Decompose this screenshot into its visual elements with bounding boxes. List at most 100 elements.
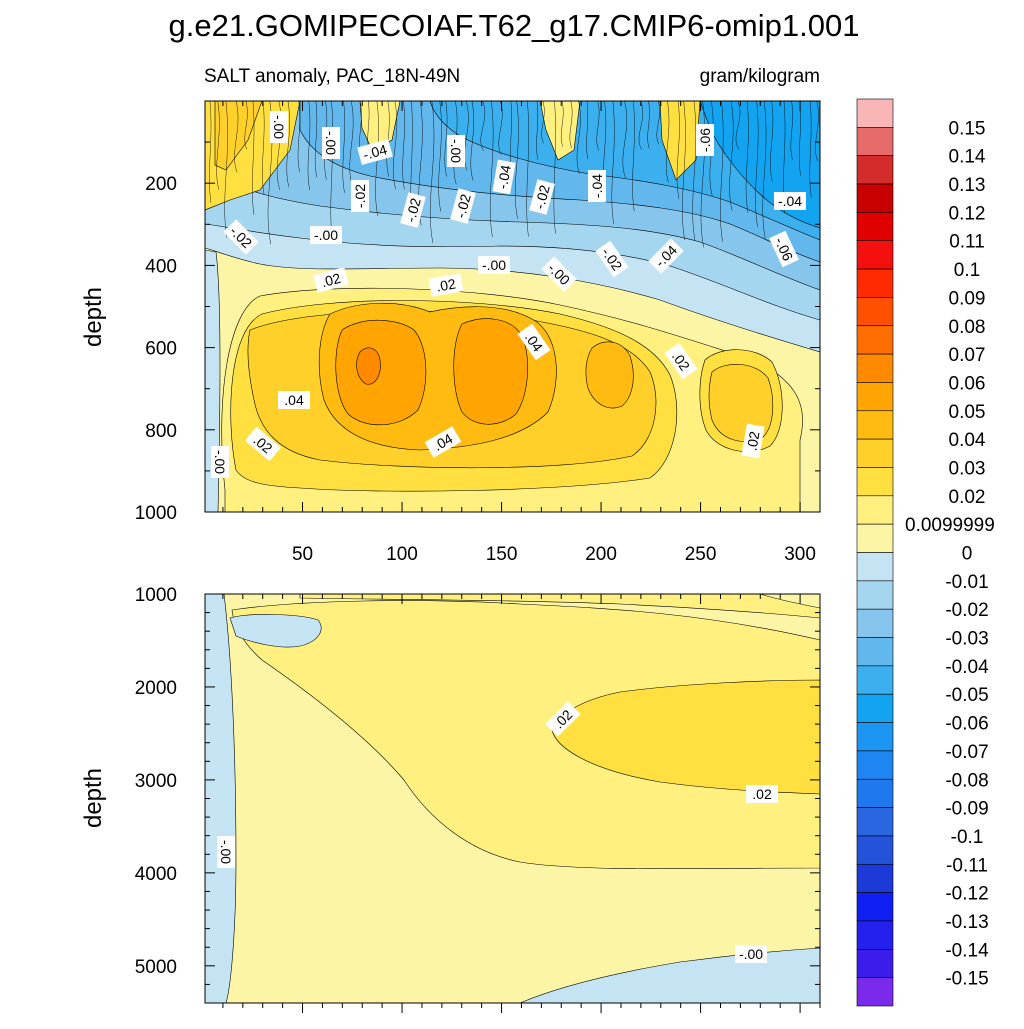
colorbar-label: 0.11 [949, 232, 985, 253]
colorbar-label: 0.14 [949, 147, 986, 168]
contour-label-text: -.02 [531, 183, 553, 211]
colorbar-swatch [856, 268, 894, 298]
surface-streak [735, 101, 741, 150]
colorbar-swatch [856, 353, 894, 383]
contour-label-bg [278, 391, 310, 409]
contour-label-text: -.02 [352, 184, 368, 208]
colorbar-label: 0.1 [954, 260, 980, 281]
surface-streak [560, 101, 564, 147]
surface-streak [692, 101, 697, 241]
colorbar-swatch [856, 608, 894, 638]
upper-contour-label: -.00 [322, 127, 340, 159]
upper-contour-label: .02 [428, 273, 464, 297]
lower-ticks: 1000 2000 3000 4000 5000 [135, 585, 821, 1013]
upper-xtick-label: 50 [292, 544, 313, 565]
chart-title: g.e21.GOMIPECOIAF.T62_g17.CMIP6-omip1.00… [169, 8, 860, 43]
colorbar-swatch [856, 722, 894, 752]
contour-label-bg [447, 135, 465, 167]
contour-label-text: -.04 [361, 141, 389, 163]
colorbar-swatch [856, 467, 894, 497]
surface-streak [586, 101, 589, 160]
colorbar-label: -0.01 [945, 572, 988, 593]
contour-label-bg [735, 945, 767, 963]
surface-streak [209, 101, 212, 203]
upper-contour-label: -.04 [588, 170, 606, 202]
contour-label-text: -.00 [314, 227, 338, 243]
surface-streak [438, 101, 442, 212]
surface-streak [470, 101, 474, 181]
surface-streak [349, 101, 354, 186]
contour-label-text: .02 [752, 786, 772, 802]
contour-label-text: -.02 [402, 196, 424, 224]
upper-contour-label: -.00 [211, 446, 229, 478]
upper-contour-label: -.04 [774, 192, 806, 210]
contour-label-bg [217, 836, 235, 868]
surface-streak [809, 101, 812, 198]
upper-ytick-label: 600 [145, 339, 177, 360]
colorbar-label: 0.03 [949, 458, 986, 479]
surface-streak [224, 101, 228, 238]
chart-subtitle-right: gram/kilogram [700, 66, 820, 87]
contour-label-bg [741, 423, 765, 459]
lower-ytick-label: 1000 [135, 585, 177, 606]
colorbar-label: 0.06 [949, 373, 986, 394]
colorbar-label: 0.13 [949, 175, 986, 196]
colorbar-label: -0.14 [945, 940, 989, 961]
colorbar-swatch [856, 892, 894, 922]
surface-streak [755, 101, 759, 228]
upper-contour-label: -.02 [351, 180, 369, 212]
surface-streak [632, 101, 635, 212]
contour-label-text: .02 [743, 430, 762, 452]
surface-streak [729, 101, 734, 211]
colorbar-label: 0.0099999 [905, 515, 995, 536]
upper-ytick-label: 400 [145, 256, 177, 277]
contour-label-bg [696, 124, 714, 156]
surface-streak [622, 101, 628, 179]
lower-band-0.01 [231, 600, 820, 870]
colorbar-label: -0.12 [945, 884, 988, 905]
colorbar-label: 0.05 [949, 402, 986, 423]
surface-streak [815, 101, 819, 162]
colorbar-swatch [856, 382, 894, 412]
upper-contour-label: -.00 [478, 256, 510, 274]
upper-xtick-label: 200 [585, 544, 617, 565]
colorbar-swatch [856, 523, 894, 553]
upper-contour-label: -.00 [447, 135, 465, 167]
contour-label-bg [322, 127, 340, 159]
upper-contour-label: -.00 [310, 226, 342, 244]
surface-streak [526, 101, 529, 237]
colorbar-label: 0.04 [949, 430, 986, 451]
chart-subtitle-left: SALT anomaly, PAC_18N-49N [204, 66, 460, 87]
surface-streak [611, 101, 615, 225]
colorbar-swatch [856, 183, 894, 213]
colorbar-label: -0.09 [945, 799, 988, 820]
surface-streak [762, 101, 767, 239]
contour-label-bg [517, 323, 551, 361]
lower-contour-label: -.00 [217, 836, 235, 868]
contour-label-bg [545, 701, 581, 737]
colorbar-label: 0 [962, 544, 973, 565]
lower-panel: 1000 2000 3000 4000 5000 depth .02 .02 -.00 -.0… [80, 585, 821, 1013]
upper-band-surface-pos2 [214, 101, 263, 171]
contour-label-text: .04 [284, 392, 304, 408]
surface-streak [596, 101, 600, 151]
contour-label-text: -.00 [323, 131, 339, 155]
colorbar-swatch [856, 807, 894, 837]
colorbar-swatch [856, 495, 894, 525]
contour-label-bg [450, 188, 476, 224]
contour-label-bg [351, 180, 369, 212]
colorbar-swatch [856, 325, 894, 355]
colorbar-label: 0.09 [949, 288, 986, 309]
colorbar-label: 0.12 [949, 203, 986, 224]
lower-field [205, 594, 820, 1003]
upper-band-0.05b [453, 318, 528, 425]
colorbar-label: -0.07 [945, 742, 988, 763]
surface-streak [569, 101, 573, 149]
upper-contour-label: .02 [741, 423, 765, 459]
upper-xtick-label: 150 [486, 544, 518, 565]
contour-label-bg [664, 342, 698, 380]
contour-label-text: .02 [435, 275, 457, 294]
colorbar-label: 0.07 [949, 345, 986, 366]
contour-label-bg [746, 785, 778, 803]
